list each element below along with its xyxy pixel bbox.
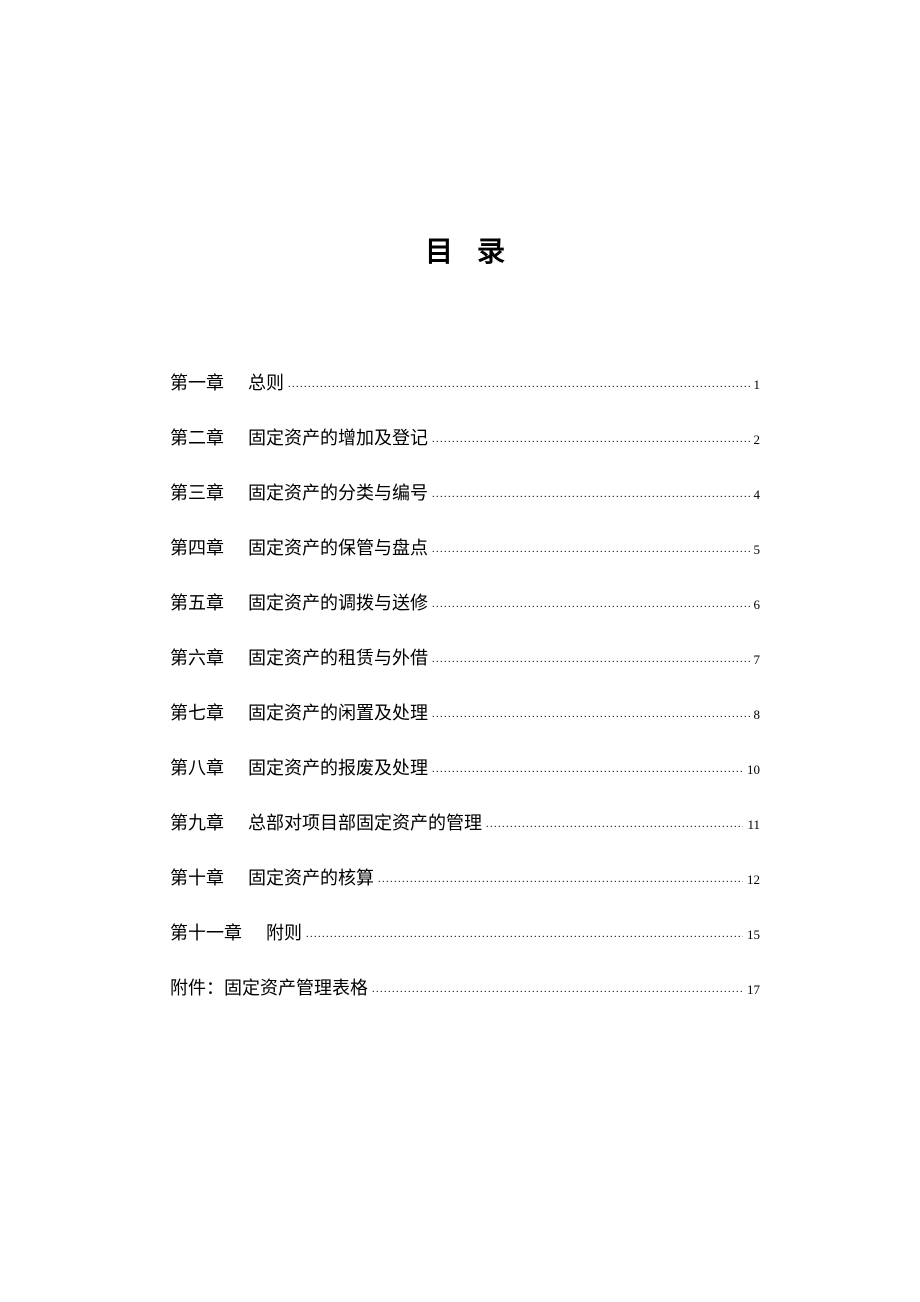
toc-leader-dots: ........................................… [306,927,743,942]
toc-chapter-title: 总则 [248,370,284,397]
document-page: 目录 第一章总则................................… [0,0,920,1302]
toc-page-number: 11 [747,815,760,835]
toc-page-number: 6 [754,595,761,615]
toc-leader-dots: ........................................… [432,597,750,612]
toc-entry: 第九章总部对项目部固定资产的管理........................… [170,810,760,837]
toc-entry: 第六章固定资产的租赁与外借...........................… [170,645,760,672]
toc-entry: 第五章固定资产的调拨与送修...........................… [170,590,760,617]
toc-leader-dots: ........................................… [432,432,750,447]
toc-list: 第一章总则...................................… [170,370,760,1002]
toc-leader-dots: ........................................… [372,982,743,997]
toc-chapter-label: 第十章 [170,865,224,892]
toc-page-number: 15 [747,925,760,945]
toc-chapter-label: 第四章 [170,535,224,562]
toc-entry: 第二章固定资产的增加及登记...........................… [170,425,760,452]
toc-entry: 附件：固定资产管理表格.............................… [170,975,760,1002]
toc-leader-dots: ........................................… [486,817,743,832]
toc-entry: 第十章固定资产的核算..............................… [170,865,760,892]
toc-leader-dots: ........................................… [432,707,750,722]
toc-entry: 第四章固定资产的保管与盘点...........................… [170,535,760,562]
toc-leader-dots: ........................................… [432,652,750,667]
toc-chapter-title: 固定资产的分类与编号 [248,480,428,507]
toc-title: 目录 [170,230,760,270]
toc-chapter-title: 附则 [266,920,302,947]
toc-chapter-label: 第三章 [170,480,224,507]
toc-page-number: 12 [747,870,760,890]
toc-leader-dots: ........................................… [378,872,743,887]
toc-leader-dots: ........................................… [288,377,750,392]
toc-chapter-label: 附件： [170,975,224,1002]
toc-entry: 第一章总则...................................… [170,370,760,397]
toc-entry: 第八章固定资产的报废及处理...........................… [170,755,760,782]
toc-page-number: 1 [754,375,761,395]
toc-leader-dots: ........................................… [432,762,743,777]
toc-page-number: 7 [754,650,761,670]
toc-chapter-title: 固定资产的保管与盘点 [248,535,428,562]
toc-chapter-title: 总部对项目部固定资产的管理 [248,810,482,837]
toc-chapter-title: 固定资产的调拨与送修 [248,590,428,617]
toc-chapter-label: 第十一章 [170,920,242,947]
toc-chapter-title: 固定资产的报废及处理 [248,755,428,782]
toc-entry: 第十一章附则..................................… [170,920,760,947]
toc-entry: 第七章固定资产的闲置及处理...........................… [170,700,760,727]
toc-leader-dots: ........................................… [432,542,750,557]
toc-page-number: 5 [754,540,761,560]
toc-chapter-label: 第八章 [170,755,224,782]
toc-page-number: 2 [754,430,761,450]
toc-chapter-label: 第六章 [170,645,224,672]
toc-chapter-title: 固定资产的核算 [248,865,374,892]
toc-chapter-title: 固定资产的租赁与外借 [248,645,428,672]
toc-chapter-label: 第一章 [170,370,224,397]
toc-page-number: 4 [754,485,761,505]
toc-chapter-title: 固定资产的增加及登记 [248,425,428,452]
toc-chapter-label: 第五章 [170,590,224,617]
toc-page-number: 8 [754,705,761,725]
toc-chapter-label: 第七章 [170,700,224,727]
toc-page-number: 10 [747,760,760,780]
toc-chapter-label: 第九章 [170,810,224,837]
toc-chapter-title: 固定资产管理表格 [224,975,368,1002]
toc-page-number: 17 [747,980,760,1000]
toc-chapter-label: 第二章 [170,425,224,452]
toc-chapter-title: 固定资产的闲置及处理 [248,700,428,727]
toc-leader-dots: ........................................… [432,487,750,502]
toc-entry: 第三章固定资产的分类与编号...........................… [170,480,760,507]
